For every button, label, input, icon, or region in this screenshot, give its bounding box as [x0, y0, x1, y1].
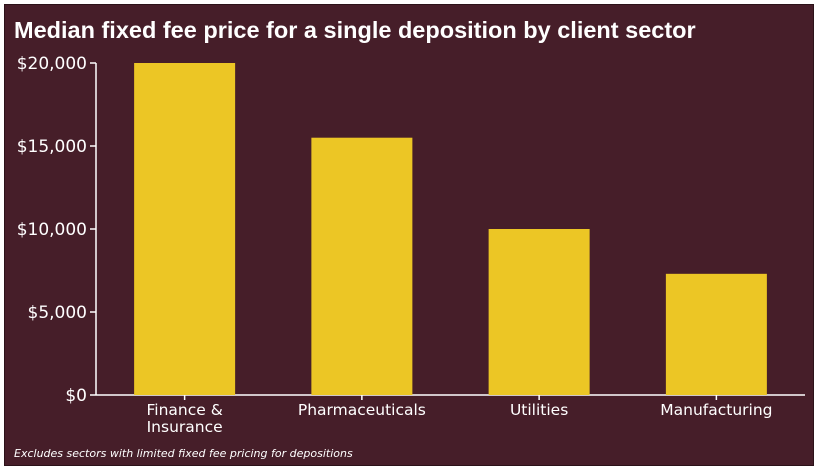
x-tick-label-line: Utilities	[510, 401, 568, 419]
bar-chart: $0 $5,000 $10,000 $15,000 $20,000 Finance & In…	[17, 54, 805, 436]
bar-3	[488, 229, 590, 395]
bar-4	[665, 273, 767, 395]
bar-2	[311, 137, 413, 395]
y-tick-label: $5,000	[28, 303, 87, 323]
x-tick-label-line: Insurance	[147, 418, 223, 436]
y-tick-label: $10,000	[17, 220, 87, 240]
x-tick-label-line: Manufacturing	[660, 401, 772, 419]
x-tick-label: Utilities	[510, 401, 568, 419]
x-tick-label: Pharmaceuticals	[298, 401, 426, 419]
chart-title: Median fixed fee price for a single depo…	[14, 17, 696, 43]
chart-panel: Median fixed fee price for a single depo…	[4, 4, 814, 466]
x-tick-label: Manufacturing	[660, 401, 772, 419]
chart-footnote: Excludes sectors with limited fixed fee …	[14, 447, 353, 460]
x-tick-label-line: Finance &	[146, 401, 222, 419]
x-tick-label-line: Pharmaceuticals	[298, 401, 426, 419]
bar-1	[134, 63, 236, 395]
y-tick-label: $20,000	[17, 54, 87, 74]
y-tick-label: $0	[65, 386, 87, 406]
y-tick-label: $15,000	[17, 137, 87, 157]
x-tick-label: Finance & Insurance	[146, 401, 222, 436]
